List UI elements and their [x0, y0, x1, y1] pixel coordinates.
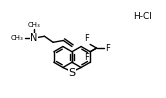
Text: CH₃: CH₃ [11, 35, 24, 41]
Text: CH₃: CH₃ [28, 22, 41, 28]
Text: N: N [30, 33, 38, 43]
Text: F: F [84, 34, 89, 43]
Text: S: S [68, 68, 76, 78]
Text: F: F [105, 44, 110, 53]
Text: H-Cl: H-Cl [133, 12, 152, 21]
Text: F: F [84, 53, 89, 62]
